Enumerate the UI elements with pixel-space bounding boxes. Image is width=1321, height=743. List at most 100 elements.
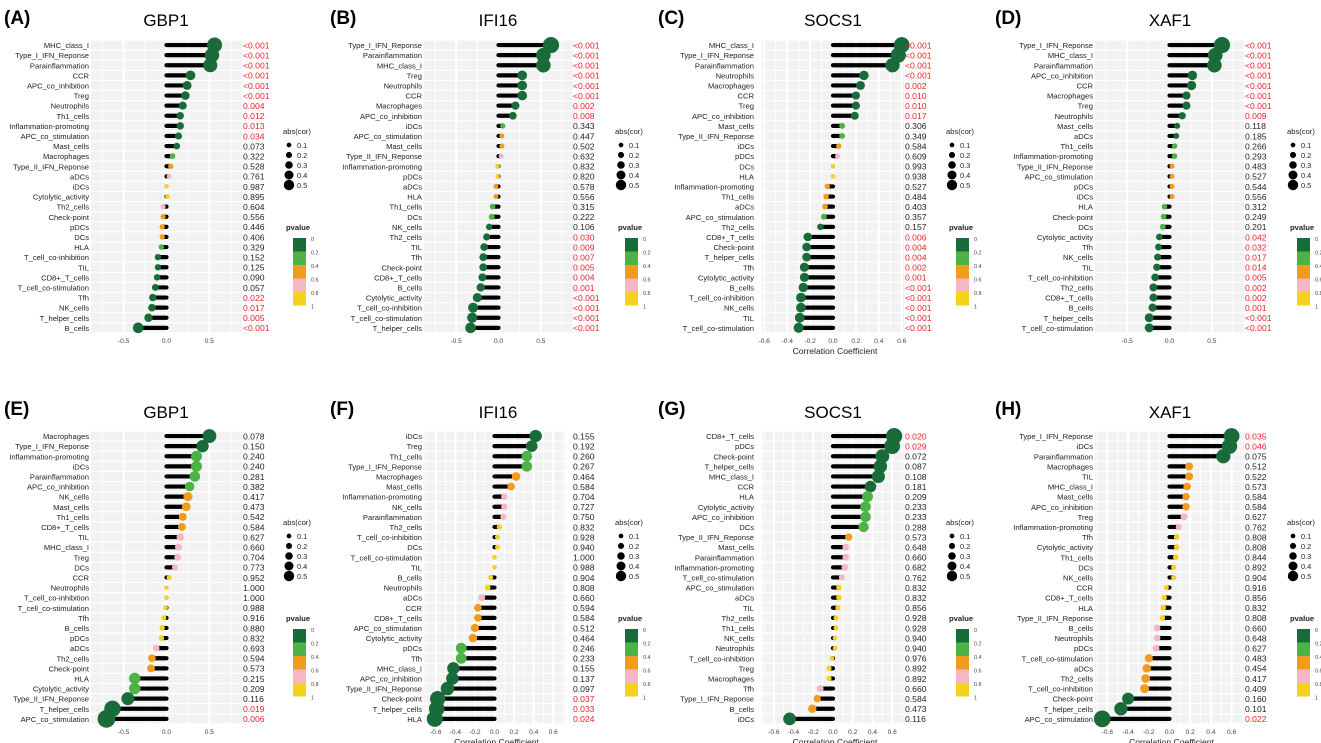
row-label: pDCs [735,152,754,161]
pvalue-label: 0.773 [243,563,265,573]
lollipop-dot [875,449,890,464]
color-legend-tick: 0.2 [974,251,982,257]
lollipop-dot [517,90,528,101]
pvalue-label: 0.584 [905,694,927,704]
lollipop-dot [803,232,813,242]
pvalue-label: 0.306 [905,121,927,131]
size-legend-label: 0.4 [960,171,970,180]
panel-ifi16-b: (B) IFI16 Type_I_IFN_Reponse <0.001 Parainfl… [330,8,651,345]
lollipop-dot [511,472,521,481]
lollipop-dot [152,644,160,652]
row-label: Th1_cells [1061,553,1094,562]
lollipop-dot [833,615,839,621]
lollipop-dot [178,512,187,521]
lollipop-dot [817,223,824,231]
row-label: T_helper_cells [1044,705,1094,714]
row-label: HLA [1078,604,1094,613]
row-label: Cytolytic_activity [698,273,754,282]
size-legend-dot [617,151,625,159]
panel-letter: (A) [4,8,30,29]
row-label: APC_co_inhibition [1031,503,1093,512]
lollipop-dot [496,524,503,530]
row-label: CD8+_T_cells [706,233,754,242]
lollipop-dot [1171,564,1177,570]
lollipop-dot [149,293,157,302]
row-label: APC_co_stimulation [1025,715,1093,724]
pvalue-label: 0.075 [1245,452,1267,462]
row-label: iDCs [73,462,90,471]
lollipop-dot [824,183,830,190]
row-label: T_cell_co-stimulation [18,283,89,292]
row-label: Cytolytic_activity [366,294,422,303]
pvalue-label: <0.001 [905,313,932,323]
lollipop-dot [169,153,176,160]
row-label: pDCs [70,634,89,643]
row-label: DCs [407,213,422,222]
color-legend-tick: 1 [643,696,646,702]
pvalue-label: 0.808 [573,583,595,593]
color-legend-swatch [1297,292,1310,306]
pvalue-label: 0.116 [243,694,264,704]
lollipop-dot [488,574,494,581]
lollipop-dot [826,675,832,682]
size-legend-dot [1290,533,1296,539]
lollipop-dot [164,585,169,590]
row-label: Parainflammation [30,472,89,481]
lollipop-dot [154,254,162,261]
row-label: Neutrophils [1055,634,1094,643]
lollipop-dot [1152,644,1160,652]
size-legend-label: 0.5 [629,181,639,190]
lollipop-dot [494,534,500,540]
pvalue-label: 0.281 [243,472,265,482]
pvalue-label: 0.928 [905,613,927,623]
x-tick-label: 0.2 [848,729,857,736]
color-legend-swatch [625,278,638,292]
size-legend-dot [283,179,295,191]
panel-letter: (D) [995,8,1021,29]
row-label: iDCs [1077,442,1094,451]
color-legend-tick: 0.4 [643,655,651,661]
row-label: Neutrophils [716,71,755,80]
row-label: Th1_cells [722,193,755,202]
row-label: Th1_cells [57,513,90,522]
size-legend-label: 0.5 [297,181,307,190]
row-label: Check-point [48,664,89,673]
pvalue-label: 0.192 [573,441,595,451]
lollipop-dot [842,543,850,551]
row-label: CCR [1077,584,1094,593]
pvalue-label: 0.009 [573,242,595,252]
lollipop-dot [1155,243,1162,251]
lollipop-dot [447,662,460,675]
pvalue-label: 0.527 [905,182,927,192]
lollipop-dot [525,440,538,452]
x-axis-title: Correlation Coefficient [793,737,878,743]
color-legend-tick: 0.8 [311,291,319,297]
lollipop-dot [509,111,517,120]
row-label: Th2_cells [390,233,423,242]
lollipop-dot [860,511,871,523]
pvalue-label: 0.078 [243,431,265,441]
lollipop-dot [494,544,500,550]
pvalue-label: <0.001 [1245,313,1272,323]
lollipop-dot [1159,614,1166,621]
lollipop-dot [799,272,809,282]
size-legend-dot [949,533,955,539]
row-label: APC_co_stimulation [354,624,422,633]
pvalue-label: 0.002 [1245,293,1267,303]
lollipop-dot [1207,58,1222,73]
row-label: Neutrophils [716,644,755,653]
row-label: APC_co_stimulation [686,213,754,222]
row-label: CD8+_T_cells [41,523,89,532]
lollipop-dot [164,595,169,600]
size-legend-dot [285,542,293,550]
pvalue-label: 0.988 [243,603,265,613]
lollipop-dot [833,625,839,631]
row-label: CD8+_T_cells [374,614,422,623]
row-label: NK_cells [724,634,754,643]
size-legend-label: 0.4 [297,171,307,180]
row-label: DCs [74,233,89,242]
color-legend-tick: 1 [311,305,314,311]
pvalue-label: 0.215 [243,674,265,684]
color-legend-tick: 0.6 [974,669,982,675]
